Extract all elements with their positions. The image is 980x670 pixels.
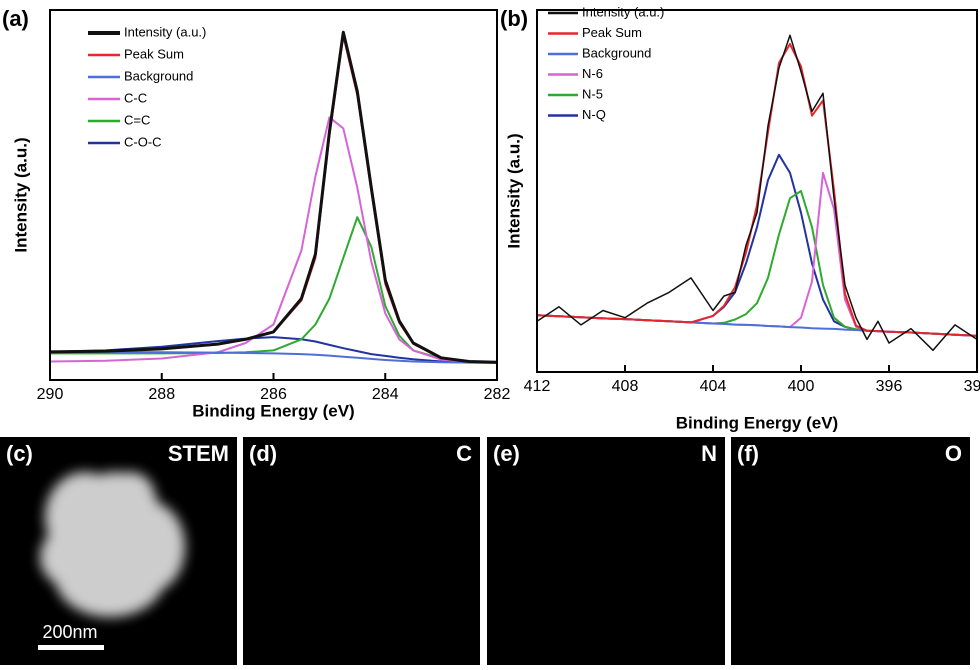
panel-label: (f) (737, 441, 759, 466)
x-tick-label: 404 (700, 378, 727, 395)
image-blob (358, 502, 428, 592)
series-line (50, 336, 497, 364)
legend-label: C-O-C (124, 134, 162, 149)
panel-label: (b) (500, 6, 528, 31)
panel-title: N (701, 441, 717, 466)
panel-label: (d) (249, 441, 277, 466)
legend-label: Peak Sum (124, 46, 184, 61)
plot-frame (536, 9, 978, 373)
legend-label: Peak Sum (582, 25, 642, 40)
x-tick-label: 412 (524, 378, 551, 395)
x-tick-label: 282 (484, 386, 511, 403)
x-tick-label: 408 (612, 378, 639, 395)
series-line (50, 30, 497, 364)
image-blob (846, 502, 916, 592)
x-tick-label: 286 (260, 386, 287, 403)
panel-title: C (456, 441, 472, 466)
y-axis-label: Intensity (a.u.) (504, 133, 523, 248)
legend-label: N-Q (582, 107, 606, 122)
image-blob (592, 472, 642, 522)
series-line (537, 153, 977, 337)
legend-label: Intensity (a.u.) (582, 4, 664, 19)
legend-label: C=C (124, 112, 150, 127)
x-axis-label: Binding Energy (eV) (676, 413, 838, 432)
image-blob (836, 472, 886, 522)
x-tick-label: 400 (788, 378, 815, 395)
legend-label: Background (582, 45, 651, 60)
image-blob (602, 502, 672, 592)
series-line (50, 350, 497, 364)
y-axis-label: Intensity (a.u.) (11, 137, 30, 252)
x-tick-label: 288 (148, 386, 175, 403)
scale-bar-label: 200nm (42, 622, 97, 642)
legend-label: Intensity (a.u.) (124, 24, 206, 39)
image-blob (105, 472, 155, 522)
series-line (50, 116, 497, 364)
legend-label: Background (124, 68, 193, 83)
image-content (40, 472, 185, 617)
x-tick-label: 284 (372, 386, 399, 403)
image-blob (348, 472, 398, 522)
image-blob (115, 502, 185, 592)
scale-bar (38, 645, 104, 650)
image-blob (283, 527, 343, 587)
panel-title: STEM (168, 441, 229, 466)
legend-label: N-5 (582, 86, 603, 101)
image-blob (771, 527, 831, 587)
image-blob (40, 527, 100, 587)
series-line (50, 34, 497, 364)
x-tick-label: 392 (964, 378, 980, 395)
panel-label: (c) (6, 441, 33, 466)
legend-label: N-6 (582, 66, 603, 81)
series-line (537, 34, 977, 352)
panel-label: (a) (2, 6, 29, 31)
image-content (283, 472, 428, 617)
series-line (50, 216, 497, 364)
series-line (537, 43, 977, 337)
legend-label: C-C (124, 90, 147, 105)
panel-label: (e) (493, 441, 520, 466)
x-axis-label: Binding Energy (eV) (192, 401, 354, 420)
x-tick-label: 290 (37, 386, 64, 403)
panel-title: O (945, 441, 962, 466)
image-content (527, 472, 672, 617)
plot-frame (49, 9, 498, 381)
x-tick-label: 396 (876, 378, 903, 395)
image-content (771, 472, 916, 617)
image-blob (527, 527, 587, 587)
